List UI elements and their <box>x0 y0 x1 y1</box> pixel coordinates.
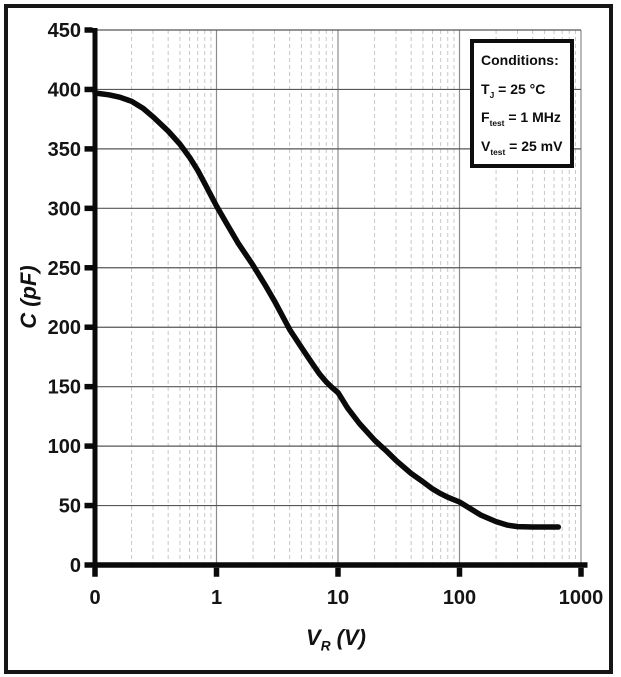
y-tick-label: 100 <box>48 436 81 458</box>
y-tick <box>84 502 93 509</box>
x-tick-label: 10 <box>327 587 349 609</box>
x-axis-title-main: V <box>306 625 321 650</box>
x-tick <box>92 567 98 577</box>
y-tick-label: 200 <box>48 317 81 339</box>
x-tick-label: 100 <box>443 587 476 609</box>
data-curve <box>92 90 562 530</box>
y-tick-label: 300 <box>48 198 81 220</box>
y-tick-label: 150 <box>48 377 81 399</box>
y-tick <box>84 205 93 212</box>
y-tick-label: 450 <box>48 20 81 42</box>
x-tick <box>456 567 463 577</box>
y-tick-label: 0 <box>70 555 81 577</box>
y-tick <box>84 27 93 33</box>
x-axis-title-sub: R <box>320 638 331 654</box>
conditions-title: Conditions: <box>481 52 559 68</box>
y-tick <box>84 265 93 271</box>
y-axis-title-text: C (pF) <box>16 265 41 329</box>
y-axis-line <box>92 28 98 570</box>
y-axis-title: C (pF) <box>16 265 42 329</box>
condition-test-frequency: Ftest = 1 MHz <box>481 109 561 128</box>
x-tick-label: 1000 <box>559 587 604 609</box>
x-tick <box>213 567 220 577</box>
y-tick-label: 400 <box>48 79 81 101</box>
y-tick <box>84 383 93 390</box>
condition-junction-temperature: TJ = 25 °C <box>481 80 546 100</box>
conditions-box: Conditions: TJ = 25 °C Ftest = 1 MHz Vte… <box>470 39 574 168</box>
y-tick <box>84 443 93 449</box>
x-tick-label: 0 <box>89 587 100 609</box>
y-tick-label: 50 <box>59 496 81 518</box>
x-tick-label: 1 <box>211 587 222 609</box>
y-tick <box>84 146 93 152</box>
x-tick <box>335 567 341 577</box>
y-tick <box>84 86 93 93</box>
y-tick <box>84 324 93 330</box>
y-tick-label: 250 <box>48 258 81 280</box>
y-tick <box>84 562 93 568</box>
y-tick-label: 350 <box>48 139 81 161</box>
x-axis-title-rest: (V) <box>330 625 366 650</box>
condition-test-voltage: Vtest = 25 mV <box>481 137 563 157</box>
x-axis-line <box>92 562 588 568</box>
x-tick <box>578 567 584 577</box>
x-axis-title: VR (V) <box>306 625 366 654</box>
